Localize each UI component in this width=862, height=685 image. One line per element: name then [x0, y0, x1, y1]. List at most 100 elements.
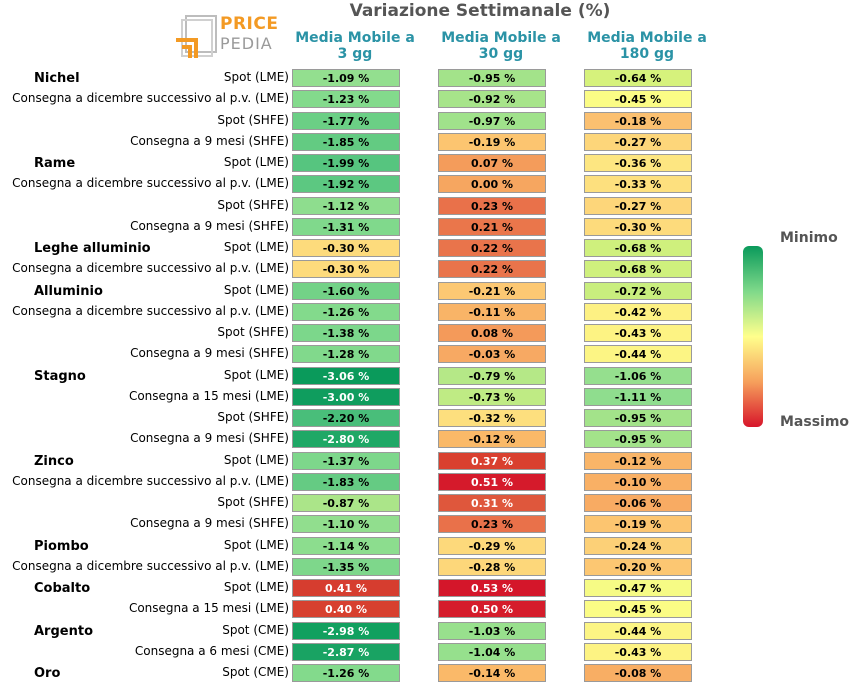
heatmap-cell: -1.92 % — [292, 175, 400, 194]
heatmap-cell: -0.42 % — [584, 302, 692, 321]
row-label: Spot (LME) — [223, 240, 289, 254]
heatmap-cell: 0.23 % — [438, 196, 546, 215]
heatmap-cell: -0.73 % — [438, 387, 546, 406]
heatmap-cell: -1.99 % — [292, 154, 400, 172]
heatmap-cell: 0.22 % — [438, 239, 546, 257]
heatmap-cell: 0.08 % — [438, 324, 546, 342]
row-label: Consegna a 6 mesi (CME) — [134, 643, 289, 658]
heatmap-cell: 0.37 % — [438, 451, 546, 470]
group-label: Zinco — [34, 453, 74, 469]
heatmap-cell: -0.12 % — [438, 430, 546, 449]
row-label: Consegna a 15 mesi (LME) — [128, 601, 289, 616]
heatmap-cell: -0.08 % — [584, 664, 692, 682]
row-label: Spot (SHFE) — [217, 410, 289, 424]
heatmap-cell: -0.44 % — [584, 621, 692, 640]
logo-text-price: PRICE — [220, 14, 279, 34]
row-label: Spot (SHFE) — [217, 197, 289, 212]
row-label: Consegna a 9 mesi (SHFE) — [130, 218, 289, 233]
heatmap-cell: -1.11 % — [584, 387, 692, 406]
heatmap-cell: 0.51 % — [438, 472, 546, 491]
heatmap-cell: -0.92 % — [438, 90, 546, 109]
row-label: Spot (CME) — [222, 622, 289, 637]
heatmap-cell: -0.33 % — [584, 175, 692, 194]
row-label: Spot (LME) — [223, 282, 289, 297]
heatmap-cell: -0.95 % — [584, 409, 692, 427]
heatmap-cell: -1.31 % — [292, 217, 400, 236]
row-label: Consegna a dicembre successivo al p.v. (… — [12, 91, 289, 106]
heatmap-cell: -0.14 % — [438, 664, 546, 682]
heatmap-cell: -1.37 % — [292, 451, 400, 470]
row-label: Consegna a 9 mesi (SHFE) — [130, 133, 289, 148]
heatmap-cell: -1.14 % — [292, 536, 400, 555]
row-label: Spot (LME) — [223, 155, 289, 169]
group-label: Cobalto — [34, 581, 91, 596]
heatmap-cell: -1.06 % — [584, 366, 692, 385]
heatmap-cell: -0.32 % — [438, 409, 546, 427]
heatmap-cell: 0.00 % — [438, 175, 546, 194]
color-scale-min-label: Minimo — [780, 230, 838, 246]
heatmap-cell: -0.45 % — [584, 90, 692, 109]
heatmap-cell: 0.31 % — [438, 494, 546, 512]
group-label: Nichel — [34, 71, 80, 86]
heatmap-cell: -2.87 % — [292, 642, 400, 661]
heatmap-cell: -0.43 % — [584, 642, 692, 661]
row-label: Spot (LME) — [223, 537, 289, 552]
group-label: Oro — [34, 666, 61, 681]
group-label: Piombo — [34, 538, 89, 554]
row-label: Spot (SHFE) — [217, 325, 289, 339]
heatmap-cell: 0.53 % — [438, 579, 546, 597]
heatmap-cell: -0.79 % — [438, 366, 546, 385]
heatmap-cell: -1.10 % — [292, 515, 400, 534]
heatmap-cell: -0.06 % — [584, 494, 692, 512]
heatmap-cell: -0.19 % — [438, 132, 546, 151]
heatmap-cell: -0.19 % — [584, 515, 692, 534]
heatmap-cell: 0.50 % — [438, 600, 546, 619]
row-label: Consegna a dicembre successivo al p.v. (… — [12, 261, 289, 276]
heatmap-cell: -0.30 % — [292, 260, 400, 279]
heatmap-cell: -0.10 % — [584, 472, 692, 491]
heatmap-cell: -0.68 % — [584, 260, 692, 279]
heatmap-cell: 0.41 % — [292, 579, 400, 597]
heatmap-cell: -0.43 % — [584, 324, 692, 342]
group-label: Alluminio — [34, 283, 103, 299]
heatmap-cell: -1.03 % — [438, 621, 546, 640]
heatmap-cell: -0.24 % — [584, 536, 692, 555]
heatmap-cell: -0.03 % — [438, 345, 546, 364]
row-label: Spot (SHFE) — [217, 112, 289, 127]
row-label: Spot (LME) — [223, 70, 289, 84]
heatmap-cell: -1.60 % — [292, 281, 400, 300]
heatmap-cell: -0.45 % — [584, 600, 692, 619]
group-label: Leghe alluminio — [34, 241, 151, 256]
row-label: Consegna a dicembre successivo al p.v. (… — [12, 558, 289, 573]
heatmap-cell: -2.80 % — [292, 430, 400, 449]
column-header-30gg: Media Mobile a 30 gg — [441, 30, 561, 62]
column-header-180gg: Media Mobile a 180 gg — [587, 30, 707, 62]
row-label: Consegna a 9 mesi (SHFE) — [130, 346, 289, 361]
row-label: Consegna a dicembre successivo al p.v. (… — [12, 303, 289, 318]
heatmap-cell: -1.26 % — [292, 302, 400, 321]
heatmap-cell: 0.07 % — [438, 154, 546, 172]
heatmap-cell: -1.77 % — [292, 111, 400, 130]
chart-title: Variazione Settimanale (%) — [349, 1, 611, 21]
heatmap-cell: -0.12 % — [584, 451, 692, 470]
heatmap-cell: -0.30 % — [584, 217, 692, 236]
row-label: Spot (SHFE) — [217, 495, 289, 509]
heatmap-cell: -1.23 % — [292, 90, 400, 109]
heatmap-cell: -1.09 % — [292, 69, 400, 87]
heatmap-cell: -0.95 % — [438, 69, 546, 87]
heatmap-cell: 0.22 % — [438, 260, 546, 279]
heatmap-cell: -0.87 % — [292, 494, 400, 512]
color-scale-bar — [743, 246, 763, 427]
row-label: Spot (LME) — [223, 580, 289, 594]
heatmap-cell: -1.26 % — [292, 664, 400, 682]
heatmap-cell: -0.11 % — [438, 302, 546, 321]
row-label: Consegna a dicembre successivo al p.v. (… — [12, 176, 289, 191]
pricepedia-logo: PRICE PEDIA — [174, 14, 278, 60]
heatmap-cell: -1.85 % — [292, 132, 400, 151]
column-header-3gg: Media Mobile a 3 gg — [295, 30, 415, 62]
heatmap-cell: -1.38 % — [292, 324, 400, 342]
logo-mark-icon — [176, 15, 217, 58]
logo-text-pedia: PEDIA — [220, 34, 273, 53]
heatmap-cell: -0.29 % — [438, 536, 546, 555]
heatmap-cell: -1.12 % — [292, 196, 400, 215]
